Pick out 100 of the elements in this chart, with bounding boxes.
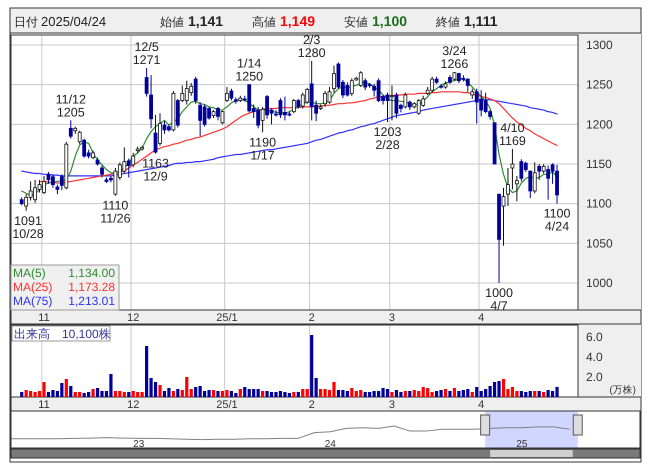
candlestick: [260, 106, 265, 133]
candlestick: [519, 158, 524, 182]
candlestick: [514, 175, 519, 202]
bar: [492, 382, 496, 397]
candlestick: [300, 92, 305, 109]
bar: [225, 390, 229, 397]
bar: [51, 390, 55, 397]
candlestick: [55, 184, 60, 195]
bar: [466, 389, 470, 397]
candlestick: [131, 152, 136, 168]
y-tick-label: 1000: [586, 276, 614, 290]
bar: [542, 392, 546, 397]
candlestick: [60, 174, 64, 191]
x-tick-label: 11: [38, 312, 50, 324]
annotation: 1110 11/26: [100, 198, 131, 226]
bar: [60, 383, 64, 397]
x-tick-label: 25/1: [216, 312, 238, 324]
y-tick-label: 1200: [586, 117, 614, 132]
bar: [274, 392, 278, 397]
candlestick: [542, 164, 546, 174]
y-tick-label: 1150: [586, 157, 612, 172]
candlestick: [100, 165, 104, 178]
candlestick: [546, 165, 550, 200]
annotation: 1,213.01: [68, 294, 116, 308]
bar: [127, 392, 130, 397]
candlestick: [82, 138, 86, 158]
candlestick: [466, 78, 470, 92]
bar: [91, 389, 95, 397]
candlestick: [229, 88, 234, 102]
candlestick: [256, 106, 260, 129]
candlestick: [68, 120, 73, 140]
bar: [64, 379, 68, 397]
candlestick: [484, 92, 488, 114]
bar: [292, 392, 296, 397]
bar: [399, 392, 402, 397]
bar: [270, 392, 274, 397]
y-tick-label: 1050: [586, 236, 614, 250]
bar: [390, 392, 394, 397]
bar: [386, 389, 390, 397]
bar: [20, 392, 24, 397]
x-tick-label: 4: [478, 399, 484, 411]
candlestick: [113, 167, 118, 196]
candlestick: [122, 146, 126, 174]
y-tick-label: 6.0: [586, 330, 604, 344]
candlestick: [430, 76, 434, 94]
bar: [82, 393, 86, 397]
y-tick-label: 1250: [586, 78, 614, 92]
bar: [69, 386, 72, 397]
candlestick: [332, 65, 336, 94]
bar: [24, 390, 28, 397]
bar: [332, 382, 336, 397]
chart-title: 日付 2025/04/24 始値 1,141 高値 1,149 安値 1,100 終値 1,111: [14, 13, 498, 29]
candlestick: [532, 162, 537, 194]
candlestick: [470, 88, 474, 100]
bar: [100, 391, 104, 397]
bar: [497, 381, 501, 397]
x-tick-label: 24: [324, 439, 336, 450]
bar: [533, 391, 536, 397]
bar: [158, 385, 162, 397]
bar: [515, 391, 518, 397]
annotation: 1100 4/24: [544, 206, 571, 234]
bar: [194, 387, 198, 397]
bar: [376, 391, 380, 397]
candlestick: [358, 70, 363, 88]
bar: [452, 388, 456, 397]
candlestick: [537, 164, 542, 180]
x-tick-label: 25: [516, 439, 528, 450]
bar: [216, 391, 220, 397]
legend: MA(5) 1,134.00 MA(25) 1,173.28 MA(75) 1,213.01: [10, 264, 120, 310]
bar: [109, 374, 113, 397]
candlestick: [149, 74, 153, 129]
x-tick-label: 3: [388, 312, 396, 324]
x-tick-label: 11: [38, 399, 50, 411]
annotation: 1190 1/17: [249, 135, 276, 162]
x-tick-label: 25/1: [216, 399, 238, 411]
bar: [261, 391, 264, 397]
chart-title: 出来高 10,100株: [14, 327, 111, 341]
y-tick-label: 4.0: [586, 350, 604, 364]
annotation: 4/10 1169: [498, 120, 526, 148]
candlestick: [310, 60, 314, 121]
annotation: 1000 4/7: [485, 286, 513, 314]
y-tick-label: 1300: [586, 38, 614, 52]
candlestick: [225, 86, 229, 103]
candlestick: [126, 158, 131, 178]
candlestick: [350, 78, 354, 96]
y-axis-title: (万株): [609, 384, 636, 396]
candlestick: [296, 98, 300, 109]
x-tick-label: 23: [133, 439, 145, 450]
candlestick: [144, 68, 149, 98]
bar: [238, 389, 242, 397]
x-tick-label: 2: [308, 399, 315, 411]
annotation: 1/14 1250: [235, 56, 264, 84]
candlestick: [194, 76, 198, 104]
bar: [318, 389, 322, 397]
candlestick: [78, 130, 82, 145]
bar: [167, 388, 171, 397]
bar: [172, 391, 175, 397]
candlestick: [528, 170, 532, 199]
x-tick-label: 12: [127, 399, 140, 411]
candlestick: [510, 148, 514, 190]
